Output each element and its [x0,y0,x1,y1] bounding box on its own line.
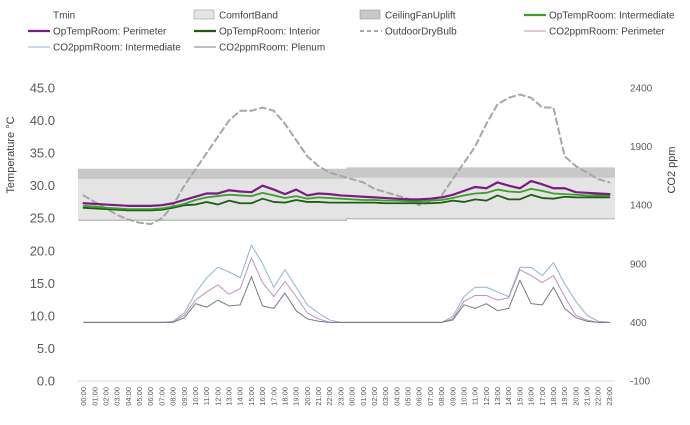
comfort-band-lower-edge [78,218,615,221]
x-tick-label: 23:00 [336,387,345,406]
x-tick-label: 12:00 [482,387,491,406]
legend-label: CO2ppmRoom: Plenum [219,43,325,54]
y-tick-label: 20.0 [30,243,55,258]
y-tick-label: 45.0 [30,81,55,96]
x-tick-label: 01:00 [90,387,99,406]
series-line-optemproom-intermediate [82,188,611,211]
axis-layer: 0.0 5.0 10.0 15.0 20.0 25.0 30.0 35.0 40.0 45.0 -1… [30,81,653,406]
legend: Tmin ComfortBand CeilingFanUplift OpTempRoo… [28,9,675,54]
x-tick-label: 20:00 [571,387,580,406]
legend-label: CO2ppmRoom: Intermediate [53,43,181,54]
x-tick-label: 08:00 [437,387,446,406]
x-tick-label: 09:00 [448,387,457,406]
x-tick-label: 15:00 [515,387,524,406]
x-tick-label: 05:00 [135,387,144,406]
x-tick-label: 03:00 [113,387,122,406]
x-tick-label: 16:00 [527,387,536,406]
y-tick-label: 25.0 [30,211,55,226]
legend-item: OutdoorDryBulb [360,27,457,38]
series-line-optemproom-perimeter [82,180,611,207]
x-tick-label: 21:00 [314,387,323,406]
x-tick-label: 20:00 [303,387,312,406]
legend-item: OpTempRoom: Perimeter [28,27,167,38]
x-tick-label: 17:00 [269,387,278,406]
series-layer [82,93,611,323]
x-tick-label: 17:00 [538,387,547,406]
x-tick-label: 13:00 [493,387,502,406]
x-tick-label: 16:00 [258,387,267,406]
x-tick-label: 00:00 [79,387,88,406]
legend-item: ComfortBand [193,9,278,22]
legend-label: ComfortBand [219,11,278,22]
x-tick-label: 14:00 [236,387,245,406]
legend-label: OutdoorDryBulb [385,27,457,38]
y2-tick-label: 1400 [630,201,653,212]
x-tick-label: 06:00 [146,387,155,406]
x-tick-label: 10:00 [191,387,200,406]
x-tick-label: 14:00 [504,387,513,406]
x-tick-label: 10:00 [459,387,468,406]
x-tick-label: 11:00 [471,387,480,405]
legend-item: OpTempRoom: Interior [194,27,321,38]
series-line-optemproom-interior [82,193,611,212]
x-tick-label: 19:00 [560,387,569,406]
x-tick-label: 02:00 [101,387,110,406]
legend-item: OpTempRoom: Intermediate [524,11,675,22]
x-tick-label: 19:00 [292,387,301,406]
y-tick-label: 10.0 [30,308,55,323]
x-tick-label: 00:00 [348,387,357,406]
y2-tick-label: 400 [630,318,647,329]
legend-item: CO2ppmRoom: Plenum [194,43,325,54]
x-tick-label: 04:00 [124,387,133,406]
y2-tick-label: 2400 [630,84,653,95]
x-tick-label: 18:00 [549,387,558,406]
x-tick-label: 13:00 [225,387,234,406]
y-tick-label: 30.0 [30,178,55,193]
y-tick-label: 15.0 [30,276,55,291]
x-tick-label: 02:00 [370,387,379,406]
x-tick-label: 08:00 [169,387,178,406]
x-tick-label: 09:00 [180,387,189,406]
x-tick-label: 21:00 [583,387,592,406]
y-tick-label: 5.0 [37,341,55,356]
y2-tick-label: -100 [630,377,650,388]
x-tick-label: 07:00 [157,387,166,406]
x-tick-label: 23:00 [605,387,614,406]
x-tick-label: 01:00 [359,387,368,406]
legend-label: CO2ppmRoom: Perimeter [549,27,665,38]
legend-item: CO2ppmRoom: Intermediate [28,43,181,54]
x-tick-label: 07:00 [426,387,435,406]
band-layer [78,167,615,221]
y-axis-title: Temperature °C [5,116,17,193]
ceiling-fan-uplift-area [78,167,615,180]
x-tick-label: 03:00 [381,387,390,406]
x-tick-label: 06:00 [415,387,424,406]
y2-tick-label: 1900 [630,142,653,153]
legend-swatch [193,9,215,20]
x-tick-label: 12:00 [213,387,222,406]
x-tick-label: 15:00 [247,387,256,406]
legend-item: CO2ppmRoom: Perimeter [524,27,665,38]
legend-label: OpTempRoom: Interior [219,27,321,38]
y-tick-label: 35.0 [30,146,55,161]
y-tick-label: 0.0 [37,374,55,389]
x-tick-label: 05:00 [404,387,413,406]
x-tick-label: 18:00 [280,387,289,406]
x-tick-label: 22:00 [594,387,603,406]
legend-item: Tmin [53,11,75,22]
y2-tick-label: 900 [630,259,647,270]
x-tick-label: 22:00 [325,387,334,406]
x-tick-label: 11:00 [202,387,211,405]
legend-label: OpTempRoom: Perimeter [53,27,167,38]
legend-label: Tmin [53,11,75,22]
legend-swatch [359,9,381,20]
legend-item: CeilingFanUplift [359,9,456,22]
series-line-co2ppmroom-plenum [83,276,610,323]
legend-label: CeilingFanUplift [385,11,456,22]
y-tick-label: 40.0 [30,113,55,128]
legend-label: OpTempRoom: Intermediate [549,11,675,22]
x-tick-label: 04:00 [392,387,401,406]
y2-axis-title: CO2 ppm [666,146,678,193]
